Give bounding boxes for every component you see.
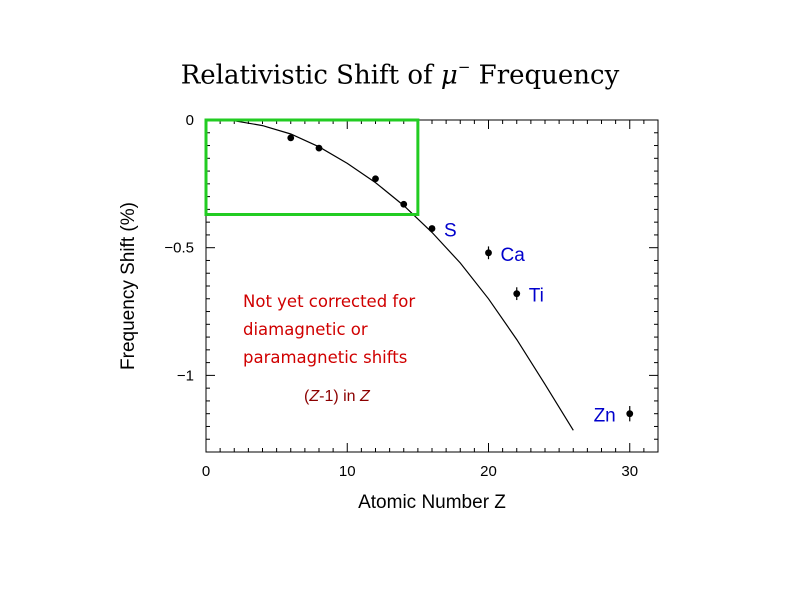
data-point (513, 290, 521, 298)
slide-title: Relativistic Shift of μ− Frequency (0, 58, 800, 91)
data-point (372, 175, 379, 183)
z-note-part: Z (309, 388, 320, 405)
element-label: S (444, 221, 457, 242)
element-label: Zn (594, 406, 616, 427)
note-line: paramagnetic shifts (243, 348, 408, 367)
correction-note: Not yet corrected for diamagnetic or par… (243, 288, 415, 372)
data-point (485, 249, 492, 257)
data-points (287, 134, 634, 422)
x-axis-label: Atomic Number Z (358, 492, 506, 513)
x-tick-label: 10 (339, 463, 356, 480)
x-tick-label: 20 (480, 463, 497, 480)
axis-ticks (205, 119, 659, 453)
y-tick-label: 0 (186, 112, 194, 129)
data-point (428, 225, 436, 232)
y-tick-label: −0.5 (164, 240, 194, 257)
x-tick-label: 30 (621, 463, 638, 480)
element-label: Ti (529, 286, 544, 307)
x-tick-label: 0 (202, 463, 210, 480)
data-point (315, 144, 323, 152)
z-note-part: Z (360, 388, 370, 405)
title-suffix: Frequency (470, 60, 620, 91)
z-note-part: -1) in (319, 388, 361, 405)
tick-labels: 0 10 20 30 0 −0.5 −1 (164, 112, 638, 480)
plot-frame (205, 119, 659, 453)
theory-curve (205, 119, 574, 431)
z-note-part: ( (304, 388, 310, 405)
title-text: Relativistic Shift of (180, 60, 441, 91)
note-line: diamagnetic or (243, 320, 368, 339)
data-point (626, 410, 634, 418)
note-line: Not yet corrected for (243, 292, 416, 311)
title-superscript: − (457, 58, 471, 76)
z-note: (Z-1) in Z (304, 388, 370, 406)
data-point (287, 134, 295, 142)
title-mu-symbol: μ (440, 60, 458, 91)
y-tick-label: −1 (177, 367, 194, 384)
y-axis-label: Frequency Shift (%) (118, 202, 139, 370)
element-label: Ca (501, 245, 526, 266)
data-point (400, 200, 408, 208)
highlight-box (204, 118, 420, 216)
